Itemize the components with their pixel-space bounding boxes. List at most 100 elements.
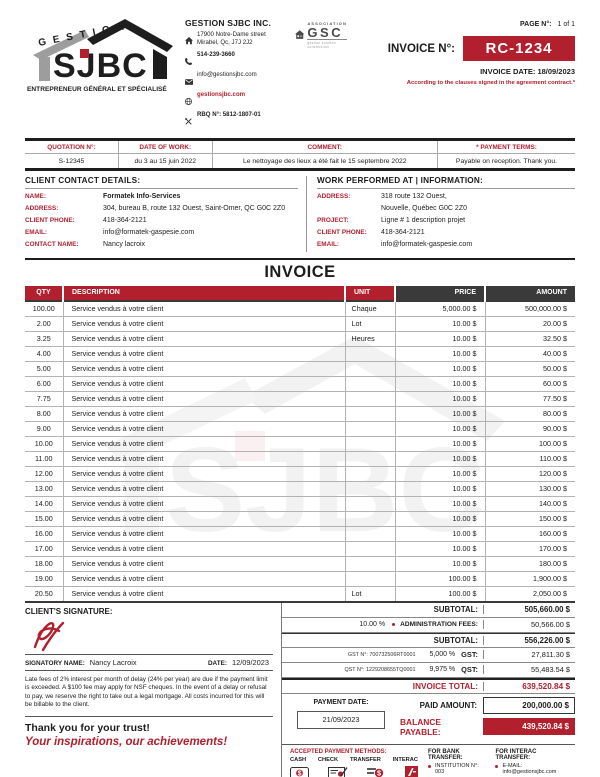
- table-cell: [344, 346, 395, 362]
- paid-amount-value: 200,000.00 $: [483, 696, 575, 714]
- table-row: 9.00 Service vendus à votre client 10.00 $…: [25, 421, 575, 437]
- payment-date-label: PAYMENT DATE:: [313, 698, 369, 706]
- table-row: 6.00 Service vendus à votre client 10.00 $…: [25, 376, 575, 392]
- signature-title: CLIENT'S SIGNATURE:: [25, 606, 113, 616]
- table-cell: 10.00 $: [394, 466, 485, 482]
- table-cell: 2,050.00 $: [484, 586, 575, 602]
- table-cell: 120.00 $: [484, 466, 575, 482]
- signature-column: CLIENT'S SIGNATURE: SIGNATORY NAME: Nanc…: [25, 603, 281, 777]
- gst-registration: GST N°: 700732506RT0001: [347, 651, 416, 658]
- table-row: 19.00 Service vendus à votre client 100.00…: [25, 571, 575, 587]
- field-label: ADDRESS:: [317, 192, 351, 200]
- table-cell: 10.00 $: [394, 376, 485, 392]
- table-row: 20.50 Service vendus à votre client Lot 100…: [25, 586, 575, 602]
- field-label: CLIENT PHONE:: [25, 216, 75, 224]
- table-cell: 12.00: [25, 466, 63, 482]
- table-cell: 130.00 $: [484, 481, 575, 497]
- association-gsc-logo: ASSOCIATION GSC gestion solution constru…: [295, 13, 347, 49]
- field-value: 418-364-2121: [381, 228, 425, 236]
- divider-bar: [25, 257, 575, 260]
- client-contact-details: CLIENT CONTACT DETAILS: NAME: Formatek In…: [25, 176, 307, 252]
- table-cell: 32.50 $: [484, 331, 575, 347]
- company-name: GESTION SJBC INC.: [185, 18, 272, 28]
- bank-item: INSTITUTION N°: 003: [435, 763, 479, 775]
- interac-icon: [405, 766, 418, 777]
- field-value: 304, bureau B, route 132 Ouest, Saint-Om…: [103, 204, 286, 212]
- late-fees-note: Late fees of 2% interest per month of de…: [25, 675, 268, 709]
- table-cell: 13.00: [25, 481, 63, 497]
- work-performed-title: WORK PERFORMED AT | INFORMATION:: [317, 176, 575, 189]
- table-cell: 10.00 $: [394, 541, 485, 557]
- gsc-subtext: gestion solution construction: [307, 39, 347, 49]
- table-cell: 10.00 $: [394, 406, 485, 422]
- qst-registration: QST N°: 1229208655TQ0001: [344, 666, 416, 673]
- table-cell: Service vendus à votre client: [62, 556, 345, 572]
- bank-transfer-block: FOR BANK TRANSFER: INSTITUTION N°: 003 T…: [428, 749, 485, 777]
- signature-date-label: DATE:: [207, 659, 227, 667]
- page-number: PAGE N°: 1 of 1: [520, 21, 575, 28]
- table-cell: 20.00 $: [484, 316, 575, 332]
- signature-icon: [33, 621, 65, 651]
- table-cell: Service vendus à votre client: [62, 300, 345, 317]
- quotation-table: QUOTATION N°: DATE OF WORK: COMMENT: * P…: [25, 141, 575, 168]
- table-cell: 8.00: [25, 406, 63, 422]
- method-transfer-label: TRANSFER: [349, 757, 381, 763]
- table-cell: 60.00 $: [484, 376, 575, 392]
- table-row: 14.00 Service vendus à votre client 10.00 …: [25, 496, 575, 512]
- table-cell: Service vendus à votre client: [62, 421, 345, 437]
- table-cell: 110.00 $: [484, 451, 575, 467]
- table-cell: [344, 526, 395, 542]
- field-label: CLIENT PHONE:: [317, 228, 367, 236]
- admin-fees-value: 50,566.00 $: [483, 620, 575, 629]
- table-cell: Service vendus à votre client: [62, 361, 345, 377]
- table-row: 2.00 Service vendus à votre client Lot 10.0…: [25, 316, 575, 332]
- table-cell: 77.50 $: [484, 391, 575, 407]
- agreement-note: According to the clauses signed in the a…: [406, 80, 575, 86]
- bullet-icon: [428, 765, 431, 768]
- invoice-number-label: INVOICE N°:: [387, 42, 455, 55]
- col-header-description: DESCRIPTION: [62, 285, 345, 301]
- table-cell: 10.00: [25, 436, 63, 452]
- interac-transfer-block: FOR INTERAC TRANSFER: E-MAIL: info@gesti…: [495, 749, 565, 777]
- table-cell: Service vendus à votre client: [62, 571, 345, 587]
- svg-text:$: $: [298, 770, 302, 777]
- gst-label: GST:: [461, 650, 478, 659]
- quotation-value: Payable on reception. Thank you.: [437, 153, 575, 168]
- header: GESTION SJBC ENTREPRENEUR GÉNÉRAL ET SPÉ…: [25, 13, 575, 131]
- table-cell: 16.00: [25, 526, 63, 542]
- svg-text:$: $: [377, 769, 381, 777]
- table-row: 5.00 Service vendus à votre client 10.00 $…: [25, 361, 575, 377]
- table-cell: 4.00: [25, 346, 63, 362]
- invoice-table-body: 100.00 Service vendus à votre client Chaqu…: [25, 300, 575, 602]
- divider-bar: [25, 138, 575, 141]
- table-cell: Lot: [344, 316, 395, 332]
- phone-icon: [185, 52, 193, 70]
- table-cell: [344, 541, 395, 557]
- table-cell: 40.00 $: [484, 346, 575, 362]
- company-address-2: Mirabel, Qc, J7J 2J2: [197, 38, 253, 46]
- company-website: gestionsjbc.com: [185, 91, 291, 110]
- divider-bar: [25, 168, 575, 171]
- invoice-total-value: 639,520.84 $: [483, 681, 575, 691]
- field-label: EMAIL:: [25, 228, 48, 236]
- table-cell: 90.00 $: [484, 421, 575, 437]
- balance-payable-label: BALANCE PAYABLE:: [400, 716, 441, 737]
- quotation-value: du 3 au 15 juin 2022: [118, 153, 212, 168]
- method-check-label: CHECK: [317, 757, 339, 763]
- table-row: 16.00 Service vendus à votre client 10.00 …: [25, 526, 575, 542]
- table-cell: Service vendus à votre client: [62, 391, 345, 407]
- company-rbq: RBQ N°: 5812-1807-01: [185, 111, 291, 130]
- company-email: info@gestionsjbc.com: [185, 71, 291, 90]
- work-performed-at: WORK PERFORMED AT | INFORMATION: ADDRESS…: [307, 176, 575, 252]
- subtotal2-label: SUBTOTAL:: [433, 635, 478, 645]
- quotation-header: QUOTATION N°:: [25, 141, 119, 154]
- table-cell: Service vendus à votre client: [62, 436, 345, 452]
- table-cell: Lot: [344, 586, 395, 602]
- table-cell: 10.00 $: [394, 511, 485, 527]
- table-cell: 10.00 $: [394, 421, 485, 437]
- table-cell: Service vendus à votre client: [62, 466, 345, 482]
- table-cell: Service vendus à votre client: [62, 526, 345, 542]
- table-cell: [344, 571, 395, 587]
- balance-payable-value: 439,520.84 $: [483, 718, 575, 735]
- table-cell: 10.00 $: [394, 526, 485, 542]
